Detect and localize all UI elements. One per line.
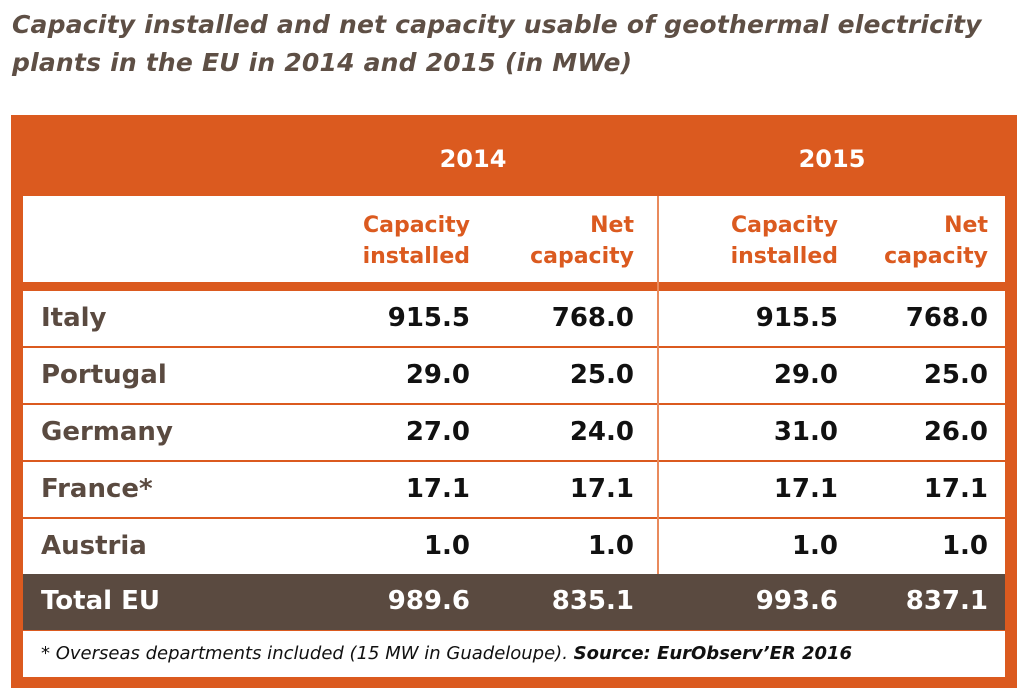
country-label: Italy [41, 303, 107, 333]
country-label: Germany [41, 417, 173, 447]
footnote: * Overseas departments included (15 MW i… [23, 631, 1005, 677]
value-cell: 17.1 [773, 474, 838, 504]
value-cell: 1.0 [941, 531, 988, 561]
country-label: Austria [41, 531, 147, 561]
value-cell: 915.5 [387, 303, 470, 333]
value-cell: 24.0 [569, 417, 634, 447]
column-header-row: Capacity installed Net capacity Capacity… [23, 196, 1005, 282]
value-cell: 915.5 [755, 303, 838, 333]
value-cell: 835.1 [551, 586, 634, 616]
value-cell: 29.0 [405, 360, 470, 390]
value-cell: 26.0 [923, 417, 988, 447]
value-cell: 989.6 [387, 586, 470, 616]
value-cell: 1.0 [587, 531, 634, 561]
value-cell: 1.0 [791, 531, 838, 561]
country-label: France* [41, 474, 153, 504]
country-label: Total EU [41, 586, 160, 616]
table-row: Austria 1.0 1.0 1.0 1.0 [23, 519, 1005, 574]
table-row: Italy 915.5 768.0 915.5 768.0 [23, 291, 1005, 346]
value-cell: 993.6 [755, 586, 838, 616]
column-header: Capacity installed [730, 213, 838, 269]
year-divider [657, 196, 659, 574]
table-row: Portugal 29.0 25.0 29.0 25.0 [23, 348, 1005, 403]
column-header: Net capacity [530, 213, 634, 269]
table-row: France* 17.1 17.1 17.1 17.1 [23, 462, 1005, 517]
column-header: Capacity installed [362, 213, 470, 269]
footnote-text: * Overseas departments included (15 MW i… [41, 643, 574, 664]
value-cell: 768.0 [905, 303, 988, 333]
value-cell: 768.0 [551, 303, 634, 333]
value-cell: 29.0 [773, 360, 838, 390]
value-cell: 31.0 [773, 417, 838, 447]
year-header-2015: 2015 [798, 145, 866, 173]
total-row: Total EU 989.6 835.1 993.6 837.1 [23, 574, 1005, 630]
column-header: Net capacity [884, 213, 988, 269]
value-cell: 25.0 [923, 360, 988, 390]
source-text: Source: EurObserv’ER 2016 [573, 643, 853, 664]
value-cell: 25.0 [569, 360, 634, 390]
value-cell: 1.0 [423, 531, 470, 561]
country-label: Portugal [41, 360, 167, 390]
table-title: Capacity installed and net capacity usab… [12, 10, 982, 77]
value-cell: 17.1 [569, 474, 634, 504]
table-row: Germany 27.0 24.0 31.0 26.0 [23, 405, 1005, 460]
year-header-2014: 2014 [439, 145, 507, 173]
value-cell: 17.1 [405, 474, 470, 504]
value-cell: 837.1 [905, 586, 988, 616]
value-cell: 17.1 [923, 474, 988, 504]
value-cell: 27.0 [405, 417, 470, 447]
